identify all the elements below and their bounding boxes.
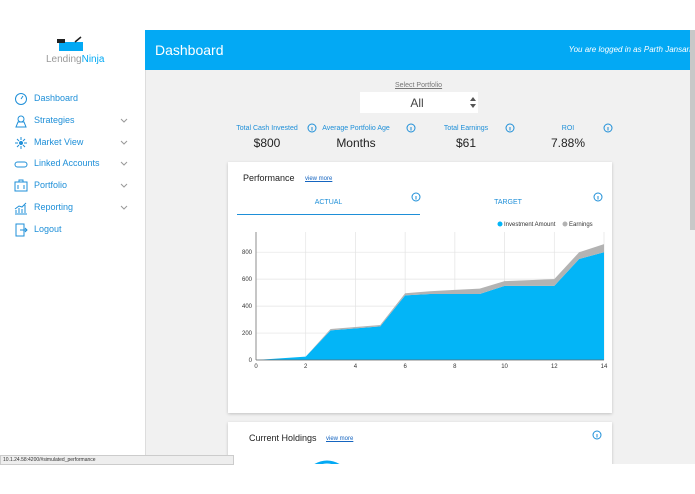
x-tick-label: 6 (403, 364, 407, 370)
tab-target[interactable]: TARGET (494, 199, 522, 206)
menu-item[interactable]: Market View (34, 137, 84, 147)
status-bar: 10.1.24.58:4200/#simulated_performance (0, 455, 234, 465)
performance-chart: 0 200 400 600 800 0 2 4 6 8 10 12 14 Investment Amoun… (242, 221, 608, 370)
x-tick-label: 8 (453, 364, 457, 370)
y-tick-label: 600 (242, 277, 253, 283)
header-title: Dashboard (155, 42, 224, 58)
view-more-link[interactable]: view more (326, 436, 354, 442)
stat-value: 7.88% (550, 136, 586, 150)
scrollbar[interactable] (690, 30, 695, 230)
y-tick-label: 800 (242, 250, 253, 256)
menu-item[interactable]: Dashboard (34, 93, 79, 103)
menu-item[interactable]: Linked Accounts (34, 158, 100, 168)
menu-icon (15, 223, 28, 237)
menu-icon (15, 93, 27, 105)
chevron (120, 205, 128, 210)
info-icon[interactable] (505, 123, 515, 133)
legend-label: Investment Amount (504, 222, 556, 228)
menu-item[interactable]: Reporting (34, 202, 74, 212)
info-icon[interactable] (411, 192, 421, 202)
area-series (256, 252, 604, 360)
user-name[interactable]: Parth Jansari (643, 45, 691, 54)
x-tick-label: 4 (354, 364, 358, 370)
logo-first: Lending (46, 54, 82, 65)
info-icon[interactable] (603, 123, 613, 133)
x-tick-label: 10 (501, 364, 508, 370)
stat-label: Average Portfolio Age (322, 125, 390, 132)
chevron (120, 118, 128, 123)
login-info: You are logged in as Parth Jansari (569, 45, 691, 54)
holdings-title: Current Holdings (249, 433, 317, 443)
select-value: All (410, 96, 424, 110)
y-tick-label: 200 (242, 331, 253, 337)
legend-swatch (562, 221, 568, 227)
menu-icon (14, 179, 28, 192)
stat-value: Months (336, 136, 376, 150)
tab-actual[interactable]: ACTUAL (314, 199, 343, 206)
menu-icon (15, 115, 27, 128)
info-icon[interactable] (406, 123, 416, 133)
sidebar: LendingNinja Dashboard Strategies Market V… (0, 30, 146, 464)
stat-label: Total Earnings (443, 125, 489, 132)
view-more-link[interactable]: view more (305, 176, 333, 182)
x-tick-label: 14 (601, 364, 608, 370)
tab-underline (237, 214, 420, 215)
info-icon[interactable] (307, 123, 317, 133)
stat-value: $800 (253, 136, 281, 150)
stat-label: Total Cash Invested (236, 125, 298, 132)
login-text: You are logged in as (568, 45, 642, 54)
portfolio-select[interactable]: All (360, 92, 478, 113)
chevron (120, 140, 128, 145)
legend-label: Earnings (569, 222, 593, 228)
menu-icon (15, 137, 27, 149)
menu-icon (14, 161, 28, 168)
logo-second: Ninja (81, 54, 105, 65)
menu-item[interactable]: Strategies (34, 115, 75, 125)
info-icon[interactable] (592, 430, 602, 440)
logo-text: LendingNinja (46, 54, 104, 65)
stat-label: ROI (561, 125, 575, 132)
chevron (120, 161, 128, 166)
logo-icon (57, 36, 83, 51)
performance-title: Performance (243, 173, 295, 183)
y-tick-label: 400 (242, 304, 253, 310)
menu-item[interactable]: Logout (34, 224, 62, 234)
header: Dashboard You are logged in as Parth Jan… (145, 30, 695, 70)
info-icon[interactable] (593, 192, 603, 202)
select-arrows (470, 97, 476, 108)
x-tick-label: 0 (254, 364, 258, 370)
chevron (120, 183, 128, 188)
stat-value: $61 (455, 136, 477, 150)
holdings-donut (314, 460, 340, 464)
menu-icon (14, 202, 27, 215)
menu-item[interactable]: Portfolio (34, 180, 68, 190)
select-label: Select Portfolio (395, 82, 443, 89)
x-tick-label: 2 (304, 364, 308, 370)
legend-swatch (497, 221, 503, 227)
y-tick-label: 0 (249, 358, 253, 364)
holdings-card: Current Holdings view more (228, 422, 612, 464)
performance-card: Performance view more ACTUAL TARGET 0 200… (228, 162, 612, 413)
app: LendingNinja Dashboard Strategies Market V… (0, 30, 695, 464)
x-tick-label: 12 (551, 364, 558, 370)
